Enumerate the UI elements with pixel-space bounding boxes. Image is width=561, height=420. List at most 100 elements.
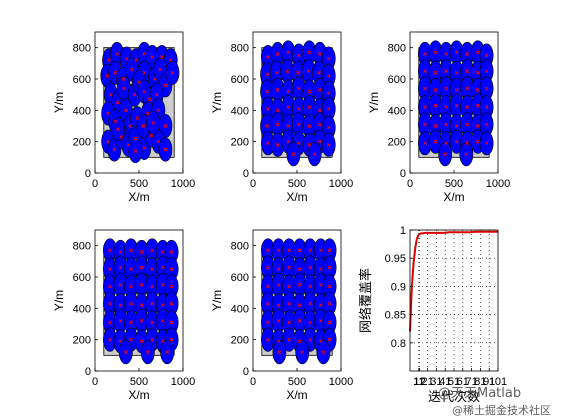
sensor-node (423, 122, 427, 127)
y-tick-label: 800 (231, 43, 249, 55)
sensor-node (133, 136, 138, 141)
sensor-node (433, 103, 438, 108)
sensor-node (118, 339, 123, 344)
sensor-node (296, 141, 301, 146)
y-tick-label: 0.8 (391, 338, 406, 350)
y-tick-label: 600 (73, 74, 91, 86)
sensor-node (135, 116, 140, 120)
sensor-node (318, 319, 323, 323)
sensor-node (297, 319, 302, 323)
sensor-node (318, 139, 322, 144)
coverage-panel-1: 0 500 1000 0 200 400 600 800 X/m Y/m (52, 31, 195, 204)
sensor-node (444, 105, 448, 110)
sensor-node (475, 139, 480, 144)
x-tick-label: 1000 (486, 178, 510, 190)
sensor-node (433, 124, 438, 128)
sensor-node (106, 139, 111, 144)
sensor-node (443, 152, 448, 157)
sensor-node (158, 67, 162, 72)
sensor-node (475, 124, 480, 128)
coverage-panel-5: 0 500 1000 0 200 400 600 800 X/m Y/m (210, 229, 353, 402)
x-axis-label: X/m (128, 190, 149, 204)
sensor-node (119, 135, 124, 139)
sensor-node (321, 350, 326, 355)
sensor-node (326, 74, 331, 78)
watermark-line-1: @天天Matlab (438, 386, 521, 401)
sensor-node (142, 52, 147, 56)
sensor-node (129, 267, 133, 271)
sensor-node (109, 92, 113, 97)
x-tick-label: 500 (445, 178, 463, 190)
sensor-node (150, 320, 155, 325)
sensor-node (423, 52, 427, 56)
sensor-node (108, 301, 112, 306)
sensor-node (297, 339, 302, 344)
sensor-node (150, 55, 155, 59)
sensor-node (308, 265, 313, 270)
y-axis-label: Y/m (52, 290, 66, 311)
sensor-node (318, 88, 322, 92)
sensor-node (160, 319, 165, 323)
sensor-node (108, 248, 112, 253)
x-tick-label: 21 (421, 376, 433, 388)
sensor-node (142, 70, 147, 75)
sensor-node (296, 86, 301, 91)
y-tick-label: 600 (388, 74, 406, 86)
sensor-node (147, 97, 152, 102)
sensor-node (484, 53, 489, 58)
sensor-node (318, 267, 323, 271)
sensor-node (112, 147, 117, 152)
x-axis-label: X/m (286, 190, 307, 204)
sensor-node (275, 122, 280, 127)
sensor-node (130, 67, 134, 72)
sensor-node (475, 88, 480, 92)
sensor-node (433, 70, 438, 75)
sensor-node (115, 52, 119, 56)
sensor-node (307, 105, 312, 110)
x-tick-label: 0 (250, 178, 256, 190)
sensor-node (154, 92, 159, 97)
watermark: @天天Matlab @稀土掘金技术社区 (438, 386, 551, 417)
sensor-node (108, 284, 112, 289)
sensor-node (327, 248, 332, 253)
y-tick-label: 400 (231, 105, 249, 117)
x-axis-label: 迭代次数 (428, 389, 480, 405)
sensor-node (444, 52, 448, 56)
y-tick-label: 0 (243, 366, 249, 378)
sensor-node (276, 267, 281, 271)
sensor-node (118, 250, 123, 254)
sensor-node (133, 149, 138, 153)
sensor-node (318, 122, 322, 127)
y-tick-label: 200 (231, 335, 249, 347)
y-tick-label: 1 (400, 225, 406, 237)
y-axis-label: Y/m (52, 92, 66, 113)
sensor-node (326, 56, 331, 61)
x-tick-label: 11 (413, 376, 424, 388)
sensor-node (318, 248, 323, 253)
sensor-node (139, 303, 144, 308)
y-axis-label: Y/m (210, 290, 224, 311)
sensor-node (465, 69, 470, 73)
sensor-node (151, 121, 155, 125)
sensor-node (296, 106, 301, 111)
sensor-node (286, 105, 291, 110)
sensor-node (297, 267, 302, 271)
sensor-node (168, 58, 173, 63)
x-tick-label: 51 (448, 376, 460, 388)
sensor-node (160, 55, 164, 59)
x-tick-label: 41 (439, 376, 451, 388)
x-tick-label: 500 (130, 178, 148, 190)
y-tick-label: 800 (73, 241, 91, 253)
sensor-node (326, 125, 331, 130)
sensor-node (275, 88, 280, 92)
sensor-node (454, 103, 459, 108)
sensor-node (423, 141, 427, 146)
sensor-node (465, 141, 470, 146)
sensor-node (163, 124, 168, 128)
sensor-node (308, 337, 313, 342)
coverage-panel-4: 0 500 1000 0 200 400 600 800 X/m Y/m (52, 229, 195, 402)
y-tick-label: 200 (231, 137, 249, 149)
sensor-node (169, 267, 174, 271)
sensor-node (266, 248, 270, 253)
x-axis-label: X/m (128, 388, 149, 402)
